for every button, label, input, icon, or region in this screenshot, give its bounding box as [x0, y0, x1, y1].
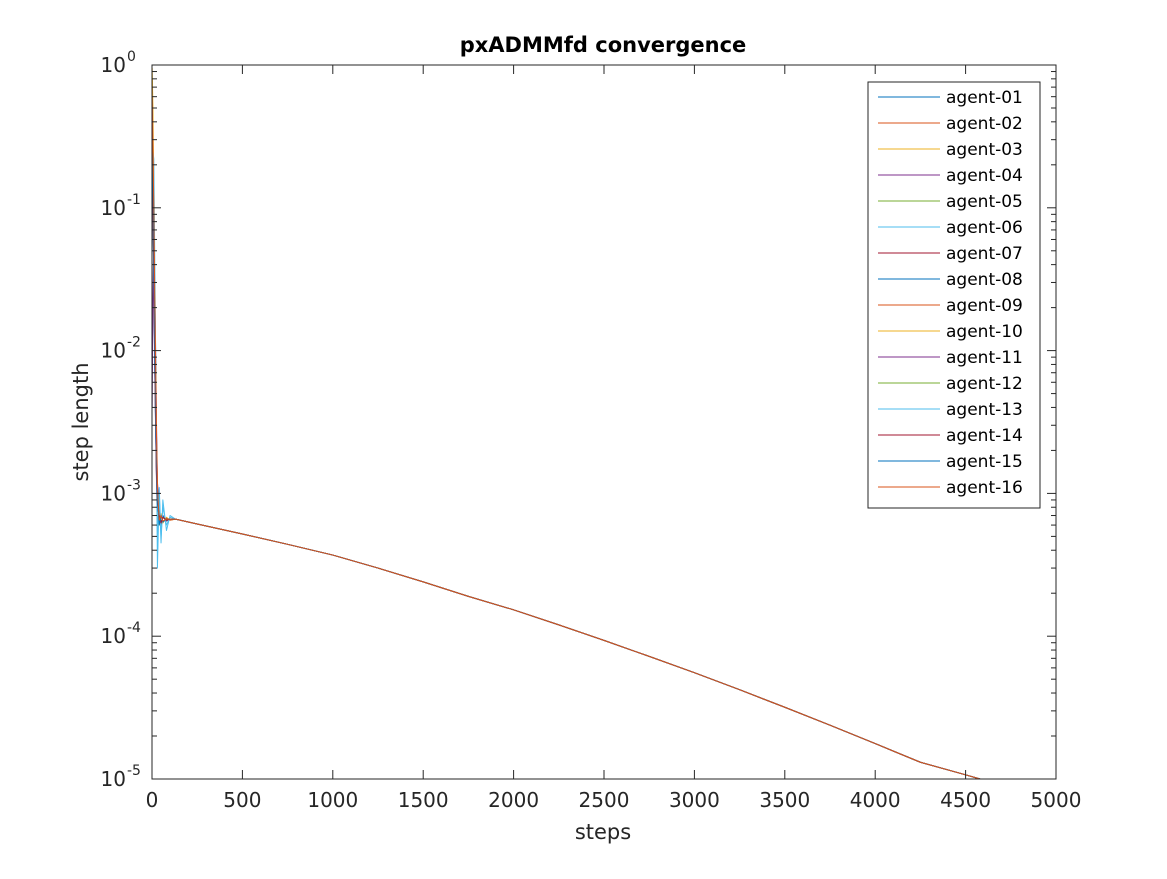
x-tick-label: 3000 [669, 788, 720, 812]
y-axis-title: step length [69, 362, 93, 481]
legend-label: agent-16 [946, 478, 1023, 498]
x-tick-label: 4500 [940, 788, 991, 812]
y-tick-exponent: -3 [127, 477, 141, 493]
y-tick-exponent: -2 [127, 335, 141, 351]
y-tick-label: 10 [101, 481, 126, 505]
legend-label: agent-08 [946, 270, 1023, 290]
x-tick-label: 5000 [1031, 788, 1082, 812]
y-tick-label: 10 [101, 767, 126, 791]
legend-label: agent-03 [946, 140, 1023, 160]
legend-label: agent-11 [946, 348, 1023, 368]
y-tick-exponent: -4 [127, 620, 141, 636]
legend-label: agent-14 [946, 426, 1023, 446]
y-tick-label: 10 [101, 339, 126, 363]
x-tick-label: 3500 [759, 788, 810, 812]
legend-label: agent-15 [946, 452, 1023, 472]
y-tick-label: 10 [101, 624, 126, 648]
legend-label: agent-02 [946, 114, 1023, 134]
x-tick-label: 1000 [307, 788, 358, 812]
x-tick-label: 2500 [579, 788, 630, 812]
series-line-agent-16 [151, 96, 981, 780]
x-tick-label: 0 [146, 788, 159, 812]
x-axis-ticks: 0 500 1000 1500 2000 2500 3000 3500 4000 4500 5000 [146, 65, 1082, 812]
legend-label: agent-07 [946, 244, 1023, 264]
x-tick-label: 500 [223, 788, 261, 812]
y-tick-exponent: 0 [127, 49, 136, 65]
legend-label: agent-05 [946, 192, 1023, 212]
plot-lines [151, 68, 981, 780]
y-tick-exponent: -1 [127, 192, 141, 208]
x-tick-label: 1500 [398, 788, 449, 812]
legend-label: agent-01 [946, 88, 1023, 108]
chart-title: pxADMMfd convergence [460, 33, 747, 57]
x-axis-title: steps [575, 820, 631, 844]
x-tick-label: 4000 [850, 788, 901, 812]
legend-label: agent-06 [946, 218, 1023, 238]
legend-label: agent-04 [946, 166, 1023, 186]
legend: agent-01 agent-02 agent-03 agent-04 agent-05… [867, 81, 1041, 509]
x-tick-label: 2000 [488, 788, 539, 812]
legend-label: agent-13 [946, 400, 1023, 420]
legend-box [867, 81, 1041, 509]
y-tick-label: 10 [101, 53, 126, 77]
y-tick-label: 10 [101, 196, 126, 220]
legend-label: agent-10 [946, 322, 1023, 342]
y-tick-exponent: -5 [127, 763, 141, 779]
legend-label: agent-09 [946, 296, 1023, 316]
legend-label: agent-12 [946, 374, 1023, 394]
